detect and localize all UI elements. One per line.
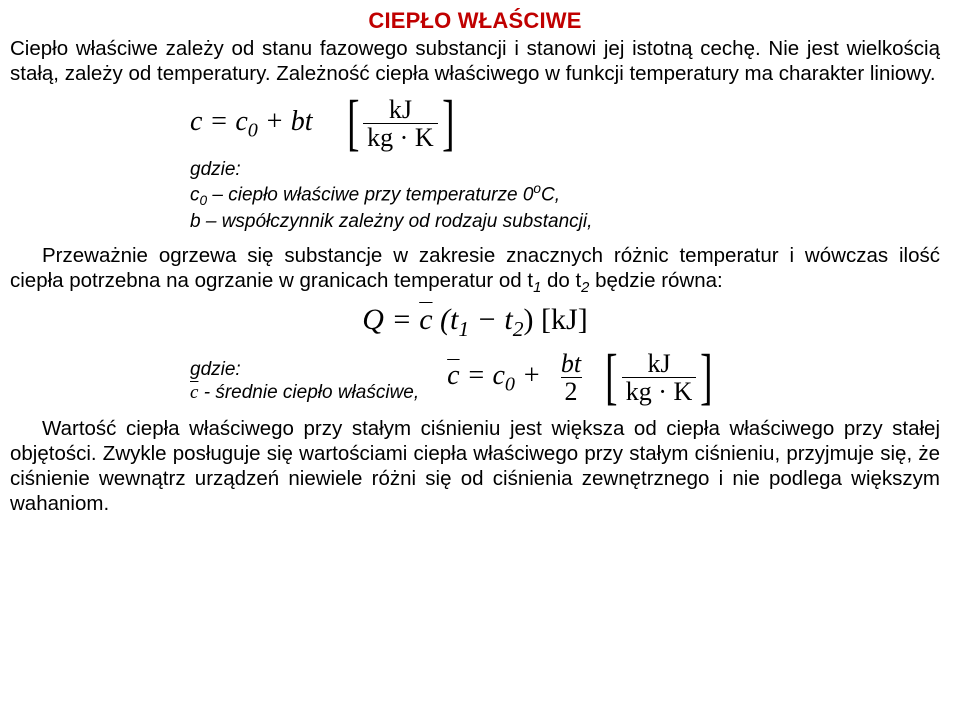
where-c0-line: c0 – ciepło właściwe przy temperaturze 0… [190, 181, 940, 210]
where-block-1: gdzie: c0 – ciepło właściwe przy tempera… [190, 158, 940, 233]
eq3-mid: = c [460, 360, 505, 391]
p2a: Przeważnie ogrzewa się substancje w zakr… [10, 244, 940, 292]
eq2-mid: − t [469, 303, 513, 336]
where-c0-sup: o [533, 181, 541, 196]
eq2-end: ) [kJ] [524, 303, 588, 336]
eq2-s1: 1 [458, 317, 469, 341]
eq3-num: bt [557, 350, 585, 377]
equation-1: c = c0 + bt [ kJ kg · K ] [190, 96, 940, 152]
eq3-unit-frac: kJ kg · K [622, 350, 696, 406]
eq1-sub: 0 [248, 119, 258, 141]
where-c0-sub: 0 [200, 193, 208, 208]
eq2-expression: Q = c (t1 − t2) [kJ] [362, 303, 587, 342]
paragraph-2: Przeważnie ogrzewa się substancje w zakr… [10, 243, 940, 297]
eq2-s2: 2 [513, 317, 524, 341]
eq1-unit-frac: kJ kg · K [363, 96, 437, 152]
document-page: CIEPŁO WŁAŚCIWE Ciepło właściwe zależy o… [0, 0, 960, 726]
where-c0-a: c [190, 184, 200, 205]
where2-txt: - średnie ciepło właściwe, [198, 382, 419, 403]
eq3-expression: c = c0 + [447, 360, 541, 397]
eq1-expression: c = c0 + bt [190, 106, 313, 143]
where-label: gdzie: [190, 158, 940, 181]
eq3-plus: + [515, 360, 541, 391]
unit-kgk: kg · K [363, 123, 437, 151]
eq2-cbar: c [419, 303, 432, 336]
equation-2: Q = c (t1 − t2) [kJ] [10, 303, 940, 342]
where2-row: gdzie: c - średnie ciepło właściwe, c = … [190, 350, 940, 406]
eq3-unit-kgk: kg · K [622, 377, 696, 405]
where-c0-b: – ciepło właściwe przy temperaturze 0 [207, 184, 533, 205]
eq1-rhs: + bt [258, 106, 313, 137]
eq3-sub: 0 [505, 373, 515, 395]
eq2-paren: (t [433, 303, 459, 336]
eq3-unit-kj: kJ [643, 350, 674, 377]
paragraph-3: Wartość ciepła właściwego przy stałym ci… [10, 416, 940, 516]
p2c: będzie równa: [589, 269, 722, 292]
unit-kj: kJ [385, 96, 416, 123]
eq3-cbar: c [447, 360, 459, 391]
page-title: CIEPŁO WŁAŚCIWE [10, 8, 940, 34]
where2-label: gdzie: [190, 358, 419, 381]
p2b: do t [541, 269, 581, 292]
eq3-frac: bt 2 [557, 350, 585, 406]
where-c0-c: C, [541, 184, 560, 205]
where-b-line: b – współczynnik zależny od rodzaju subs… [190, 210, 940, 233]
eq1-unit-bracket: [ kJ kg · K ] [343, 96, 459, 152]
equation-1-block: c = c0 + bt [ kJ kg · K ] gdzie: c0 – ci… [190, 96, 940, 233]
where2-def: gdzie: c - średnie ciepło właściwe, [190, 358, 419, 404]
intro-paragraph: Ciepło właściwe zależy od stanu fazowego… [10, 36, 940, 86]
where-block-2: gdzie: c - średnie ciepło właściwe, c = … [190, 350, 940, 406]
eq2-q: Q = [362, 303, 419, 336]
where2-cbar-line: c - średnie ciepło właściwe, [190, 381, 419, 404]
eq1-lhs: c = c [190, 106, 248, 137]
eq3-den: 2 [561, 377, 582, 405]
eq3-unit-bracket: [ kJ kg · K ] [601, 350, 717, 406]
